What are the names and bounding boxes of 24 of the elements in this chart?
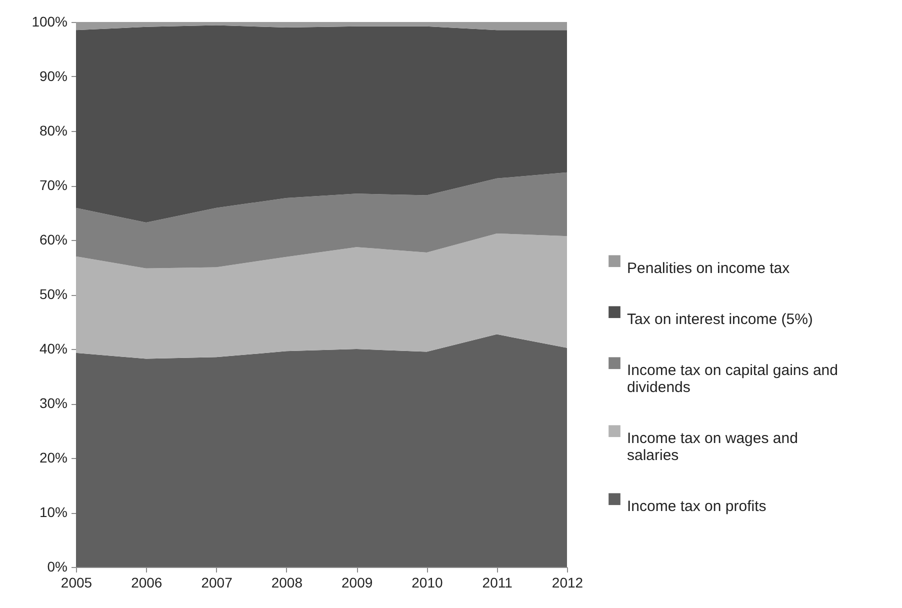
y-tick-label: 80% [39, 122, 68, 138]
y-tick-label: 20% [39, 450, 68, 466]
y-tick-label: 50% [39, 286, 68, 302]
x-tick-label: 2011 [482, 574, 513, 590]
y-tick-label: 90% [39, 68, 68, 84]
x-tick-label: 2005 [60, 574, 92, 590]
x-tick-label: 2010 [412, 574, 443, 590]
x-tick-label: 2012 [552, 574, 584, 590]
y-tick-label: 100% [32, 14, 68, 30]
x-tick-label: 2008 [271, 574, 303, 590]
y-tick-label: 60% [39, 232, 68, 248]
x-tick-label: 2006 [131, 574, 162, 590]
legend-label: Penalities on income tax [627, 260, 790, 278]
legend-label: Income tax on capital gains and dividends [627, 362, 838, 396]
y-tick-label: 0% [47, 558, 68, 574]
legend-label: Income tax on profits [627, 498, 766, 516]
y-tick-label: 10% [39, 504, 68, 520]
y-tick-label: 30% [39, 395, 68, 411]
y-tick-label: 70% [39, 177, 68, 193]
x-tick-label: 2007 [201, 574, 233, 590]
legend-label: Tax on interest income (5%) [627, 311, 813, 328]
y-tick-label: 40% [39, 340, 68, 356]
legend-label: Income tax on wages and salaries [627, 430, 798, 464]
x-tick-label: 2009 [341, 574, 373, 590]
